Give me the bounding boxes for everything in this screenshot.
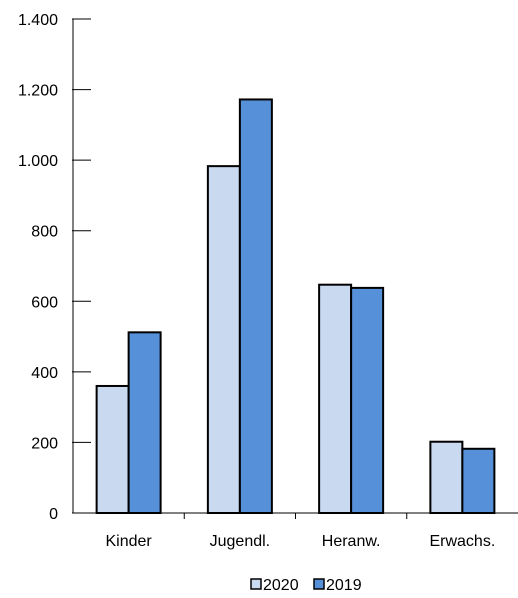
y-tick-label: 1.200 <box>18 83 58 100</box>
legend-label: 2020 <box>263 577 299 594</box>
x-axis: Kinder Jugendl. Heranw. Erwachs. <box>73 512 518 550</box>
y-tick-label: 200 <box>31 435 58 452</box>
bar-2020-Jugendl. <box>206 165 241 515</box>
category-label: Kinder <box>106 533 153 550</box>
bar-2019-Jugendl. <box>238 98 273 515</box>
y-axis: 0 200 400 600 800 1.000 1.200 1.400 <box>18 12 91 523</box>
bars <box>95 98 496 515</box>
y-tick-label: 1.400 <box>18 12 58 29</box>
bar-2020-Kinder <box>95 384 130 515</box>
legend-swatch-2019 <box>313 578 325 590</box>
bar-2020-Heranw. <box>318 283 353 514</box>
legend-swatch-2020 <box>250 578 262 590</box>
y-tick-label: 800 <box>31 224 58 241</box>
bar-2019-Erwachs. <box>461 447 496 514</box>
category-label: Heranw. <box>322 533 381 550</box>
legend-label: 2019 <box>326 577 362 594</box>
legend: 2020 2019 <box>250 577 362 594</box>
category-label: Erwachs. <box>429 533 495 550</box>
bar-2019-Heranw. <box>350 286 385 514</box>
y-tick-label: 400 <box>31 365 58 382</box>
category-label: Jugendl. <box>210 533 271 550</box>
bar-2019-Kinder <box>127 331 162 514</box>
y-tick-label: 600 <box>31 294 58 311</box>
y-tick-label: 0 <box>49 506 58 523</box>
y-tick-label: 1.000 <box>18 153 58 170</box>
bar-2020-Erwachs. <box>429 440 464 515</box>
